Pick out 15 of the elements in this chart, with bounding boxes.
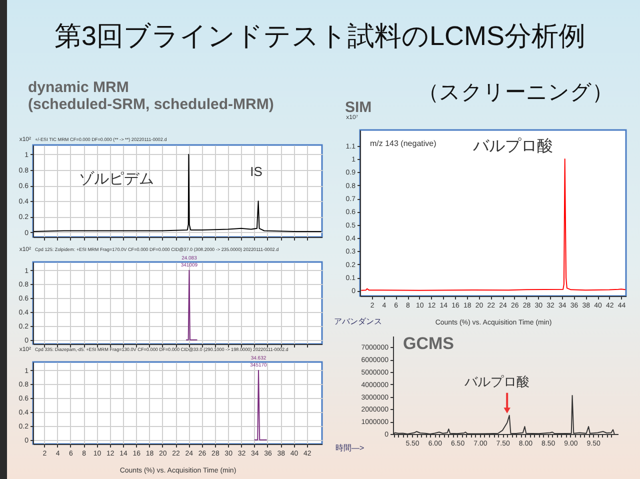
- line-series: [360, 158, 626, 291]
- annotation: m/z 143 (negative): [370, 139, 437, 148]
- text: dynamic MRM: [28, 79, 129, 96]
- chart-subtitle: （スクリーニング）: [418, 80, 613, 106]
- chart-title: 第3回ブラインドテスト試料のLCMS分析例: [53, 20, 587, 53]
- x-axis-title: 時間—>: [336, 444, 364, 452]
- line-series: [33, 154, 322, 232]
- annotation: バルプロ酸: [464, 374, 530, 389]
- annotation: バルプロ酸: [472, 136, 553, 155]
- annotation: IS: [250, 164, 263, 180]
- chart-title: SIM: [345, 99, 372, 116]
- annotation: ゾルピデム: [79, 170, 154, 188]
- text: (scheduled-SRM, scheduled-MRM): [28, 96, 274, 113]
- chart-title: GCMS: [403, 334, 454, 353]
- y-axis-title: アバンダンス: [334, 317, 382, 326]
